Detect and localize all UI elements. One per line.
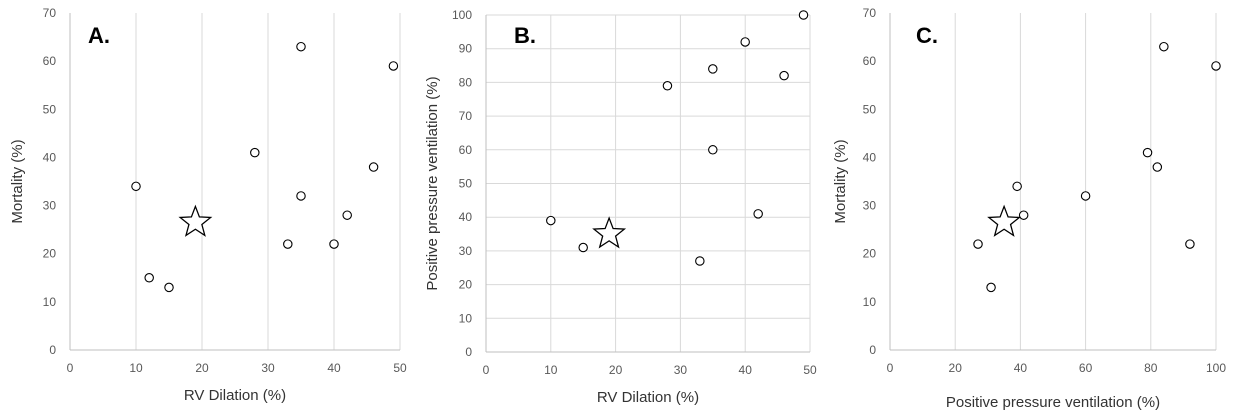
x-tick-label: 80 bbox=[1144, 361, 1158, 375]
data-point bbox=[1185, 239, 1195, 249]
data-point bbox=[695, 256, 705, 266]
y-tick-label: 40 bbox=[43, 150, 57, 164]
y-tick-label: 20 bbox=[43, 247, 57, 261]
data-point bbox=[779, 70, 789, 81]
x-tick-label: 0 bbox=[67, 361, 74, 375]
data-point bbox=[283, 239, 293, 249]
x-tick-label: 30 bbox=[261, 361, 275, 375]
y-tick-label: 60 bbox=[459, 143, 473, 157]
data-point bbox=[342, 210, 352, 220]
y-tick-label: 100 bbox=[452, 8, 472, 22]
data-point bbox=[973, 239, 983, 249]
data-point bbox=[740, 37, 750, 47]
x-tick-label: 40 bbox=[739, 363, 753, 377]
data-point bbox=[798, 10, 809, 20]
x-tick-label: 20 bbox=[949, 361, 963, 375]
chart-panel-1: 0 10 20 30 40 50 0 10 20 30 40 50 60 70 RV Dilation (%… bbox=[9, 6, 407, 404]
y-tick-label: 10 bbox=[459, 311, 473, 325]
panel-label: C. bbox=[916, 23, 938, 48]
data-point bbox=[388, 61, 399, 71]
x-tick-label: 20 bbox=[195, 361, 209, 375]
data-point bbox=[1012, 181, 1022, 192]
x-tick-label: 0 bbox=[483, 363, 490, 377]
data-point bbox=[1152, 162, 1163, 172]
data-point bbox=[662, 81, 673, 91]
data-point bbox=[546, 215, 556, 226]
y-tick-label: 10 bbox=[863, 295, 877, 309]
y-tick-label: 0 bbox=[49, 343, 56, 357]
x-tick-label: 40 bbox=[1014, 361, 1028, 375]
y-axis-title: Mortality (%) bbox=[9, 139, 26, 223]
data-point bbox=[986, 282, 996, 293]
data-point bbox=[1211, 61, 1221, 71]
y-tick-label: 70 bbox=[459, 109, 473, 123]
y-tick-label: 40 bbox=[459, 210, 473, 224]
y-tick-label: 80 bbox=[459, 75, 473, 89]
y-tick-label: 10 bbox=[43, 295, 57, 309]
y-tick-label: 40 bbox=[863, 150, 877, 164]
y-tick-label: 90 bbox=[459, 42, 473, 56]
data-point bbox=[164, 282, 174, 293]
x-tick-label: 20 bbox=[609, 363, 623, 377]
panel-label: B. bbox=[514, 23, 536, 48]
data-point bbox=[578, 242, 588, 253]
x-tick-label: 50 bbox=[393, 361, 407, 375]
data-point bbox=[708, 64, 718, 74]
y-tick-label: 30 bbox=[459, 244, 473, 258]
data-point bbox=[1142, 147, 1153, 158]
x-tick-label: 50 bbox=[803, 363, 817, 377]
y-tick-label: 30 bbox=[43, 199, 57, 213]
y-tick-label: 70 bbox=[43, 6, 57, 20]
y-tick-label: 0 bbox=[869, 343, 876, 357]
y-tick-label: 0 bbox=[465, 345, 472, 359]
x-axis-title: RV Dilation (%) bbox=[597, 389, 699, 406]
x-tick-label: 60 bbox=[1079, 361, 1093, 375]
data-point bbox=[329, 239, 339, 249]
y-axis-title: Mortality (%) bbox=[832, 139, 849, 223]
data-point bbox=[296, 41, 306, 52]
y-tick-label: 20 bbox=[863, 247, 877, 261]
data-point bbox=[250, 147, 260, 158]
y-tick-label: 20 bbox=[459, 278, 473, 292]
y-axis-title: Positive pressure ventilation (%) bbox=[424, 76, 441, 290]
data-point bbox=[708, 145, 718, 155]
x-axis-title: Positive pressure ventilation (%) bbox=[946, 394, 1160, 411]
data-point bbox=[1018, 210, 1029, 220]
chart-panel-3: 0 20 40 60 80 100 0 10 20 30 40 50 60 70 Positive pres… bbox=[832, 6, 1226, 411]
x-tick-label: 30 bbox=[674, 363, 688, 377]
y-tick-label: 60 bbox=[863, 54, 877, 68]
data-point bbox=[131, 181, 141, 192]
x-tick-label: 0 bbox=[887, 361, 894, 375]
y-tick-label: 50 bbox=[863, 102, 877, 116]
y-tick-label: 30 bbox=[863, 199, 877, 213]
panel-label: A. bbox=[88, 23, 110, 48]
x-tick-label: 100 bbox=[1206, 361, 1226, 375]
y-tick-label: 50 bbox=[459, 177, 473, 191]
x-tick-label: 40 bbox=[327, 361, 341, 375]
y-tick-label: 60 bbox=[43, 54, 57, 68]
star-marker bbox=[592, 216, 627, 249]
y-tick-label: 50 bbox=[43, 102, 57, 116]
star-marker bbox=[987, 204, 1022, 237]
data-point bbox=[753, 209, 763, 219]
data-point bbox=[1080, 191, 1091, 201]
y-tick-label: 70 bbox=[863, 6, 877, 20]
x-tick-label: 10 bbox=[544, 363, 558, 377]
star-marker bbox=[178, 204, 213, 237]
chart-panel-2: 0 10 20 30 40 50 0 10 20 30 40 50 60 70 80 90 100 RV Dila… bbox=[424, 8, 817, 406]
data-point bbox=[1159, 41, 1169, 52]
x-tick-label: 10 bbox=[129, 361, 143, 375]
data-point bbox=[296, 191, 306, 201]
data-point bbox=[144, 273, 154, 283]
data-point bbox=[368, 162, 379, 172]
x-axis-title: RV Dilation (%) bbox=[184, 387, 286, 404]
